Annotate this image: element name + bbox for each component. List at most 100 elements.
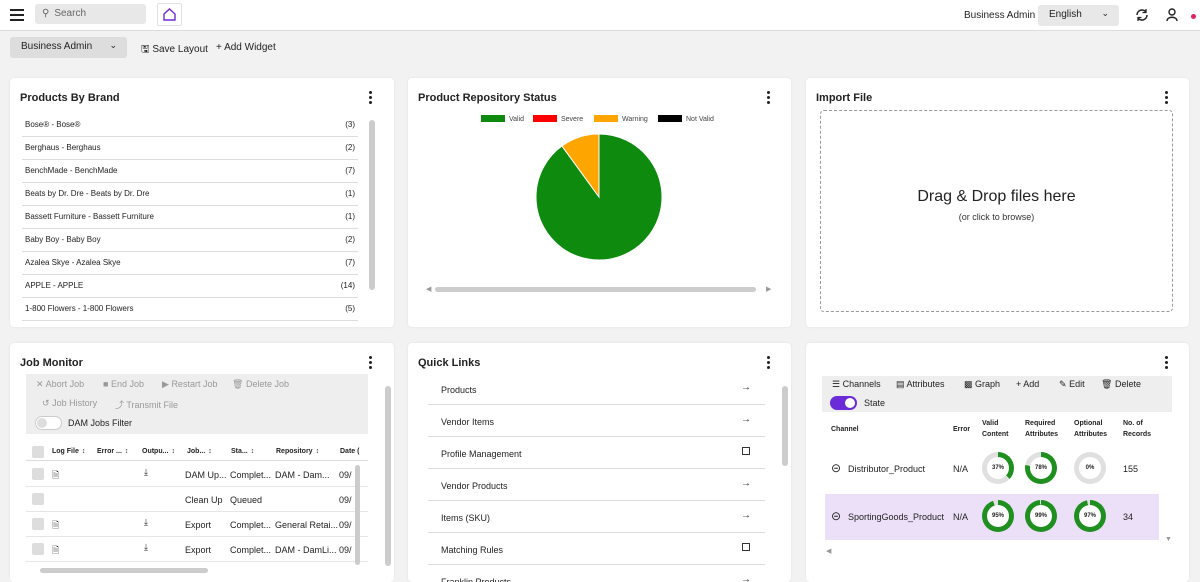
save-layout-button[interactable]: 🖫 Save Layout — [141, 42, 208, 59]
refresh-icon[interactable] — [1134, 7, 1150, 23]
arrow-right-icon[interactable]: → — [741, 382, 751, 393]
sort-icon[interactable]: ↕ — [315, 448, 320, 455]
channels-button[interactable]: ☰ Channels — [832, 379, 881, 390]
channel-row[interactable]: ⊝ Distributor_Product N/A 37% 78% 0% 155 — [825, 446, 1159, 492]
channel-status-icon[interactable]: ⊝ — [831, 509, 842, 523]
job-row[interactable]: 🗎 ⤓ Export Complet... General Retai... 09/ — [26, 512, 368, 537]
log-file-icon[interactable]: 🗎 — [52, 520, 60, 530]
select-all-checkbox[interactable] — [32, 446, 44, 458]
row-checkbox[interactable] — [32, 518, 44, 530]
quick-link-item[interactable]: Items (SKU) → — [428, 501, 765, 533]
brand-row[interactable]: Beats by Dr. Dre - Beats by Dr. Dre (1) — [22, 183, 358, 206]
job-col-header[interactable]: Sta... ↕ — [231, 448, 254, 455]
chart-scrollbar[interactable] — [435, 287, 756, 292]
col-optional-attributes[interactable]: Optional Attributes — [1074, 420, 1108, 438]
quick-link-item[interactable]: Vendor Items → — [428, 405, 765, 437]
more-options-icon[interactable] — [369, 91, 373, 104]
edit-button[interactable]: ✎ Edit — [1059, 379, 1085, 390]
col-error[interactable]: Error — [953, 426, 971, 433]
col-channel[interactable]: Channel — [831, 426, 859, 433]
job-col-header[interactable]: Date ( — [340, 448, 359, 455]
search-input[interactable]: ⚲ Search — [35, 4, 146, 24]
sort-icon[interactable]: ↕ — [81, 448, 86, 455]
output-icon[interactable]: ⤓ — [144, 467, 148, 477]
delete-button[interactable]: 🗑 Delete — [1101, 379, 1141, 390]
job-monitor-scrollbar[interactable] — [385, 386, 391, 566]
quick-link-item[interactable]: Products → — [428, 373, 765, 405]
brand-list-scrollbar[interactable] — [369, 120, 375, 290]
sort-icon[interactable]: ↕ — [124, 448, 129, 455]
sort-icon[interactable]: ↕ — [171, 448, 175, 455]
more-options-icon[interactable] — [767, 356, 771, 369]
quick-link-item[interactable]: Profile Management — [428, 437, 765, 469]
job-col-header[interactable]: Job... ↕ — [187, 448, 212, 455]
language-select[interactable]: English ⌄ — [1038, 5, 1119, 26]
channel-status-icon[interactable]: ⊝ — [831, 461, 842, 475]
job-grid-vscrollbar[interactable] — [355, 465, 360, 565]
quick-link-item[interactable]: Matching Rules — [428, 533, 765, 565]
row-checkbox[interactable] — [32, 468, 44, 480]
channel-row[interactable]: ⊝ SportingGoods_Product N/A 95% 99% 97% 34 — [825, 494, 1159, 540]
brand-row[interactable]: BenchMade - BenchMade (7) — [22, 160, 358, 183]
abort-job-button[interactable]: ✕ Abort Job — [36, 379, 84, 390]
restart-job-button[interactable]: ▶ Restart Job — [162, 379, 217, 390]
col-records[interactable]: No. of Records — [1123, 420, 1152, 438]
more-options-icon[interactable] — [369, 356, 373, 369]
attributes-button[interactable]: ▤ Attributes — [896, 379, 945, 390]
job-col-header[interactable]: Outpu... ↕ — [142, 448, 175, 455]
menu-icon[interactable] — [10, 9, 24, 21]
checkbox-icon[interactable] — [742, 447, 750, 455]
job-row[interactable]: 🗎 ⤓ Export Complet... DAM - DamLi... 09/ — [26, 537, 368, 562]
row-checkbox[interactable] — [32, 493, 44, 505]
job-row[interactable]: Clean Up Queued 09/ — [26, 487, 368, 512]
job-col-header[interactable]: Log File ↕ — [52, 448, 85, 455]
transmit-file-button[interactable]: ⤴ Transmit File — [115, 398, 178, 411]
log-file-icon[interactable]: 🗎 — [52, 545, 60, 555]
row-checkbox[interactable] — [32, 543, 44, 555]
scroll-left-icon[interactable]: ◀ — [426, 286, 432, 293]
checkbox-icon[interactable] — [742, 543, 750, 551]
brand-row[interactable]: 1-800 Flowers - 1-800 Flowers (5) — [22, 298, 358, 321]
job-row[interactable]: 🗎 ⤓ DAM Up... Complet... DAM - Dam... 09/ — [26, 462, 368, 487]
scroll-left-icon[interactable]: ◀ — [826, 548, 832, 555]
scroll-down-icon[interactable]: ▼ — [1165, 536, 1172, 543]
more-options-icon[interactable] — [767, 91, 771, 104]
job-grid-hscrollbar[interactable] — [40, 568, 208, 573]
arrow-right-icon[interactable]: → — [741, 574, 751, 582]
arrow-right-icon[interactable]: → — [741, 510, 751, 521]
brand-row[interactable]: Bose® - Bose® (3) — [22, 114, 358, 137]
job-col-header[interactable]: Error ... ↕ — [97, 448, 128, 455]
job-history-button[interactable]: ↺ Job History — [42, 398, 97, 409]
user-icon[interactable] — [1166, 8, 1178, 22]
col-required-attributes[interactable]: Required Attributes — [1025, 420, 1059, 438]
col-valid-content[interactable]: Valid Content — [982, 420, 1009, 438]
output-icon[interactable]: ⤓ — [144, 517, 148, 527]
delete-job-button[interactable]: 🗑 Delete Job — [232, 379, 289, 390]
pie-slice-warning[interactable] — [561, 133, 600, 199]
brand-row[interactable]: Berghaus - Berghaus (2) — [22, 137, 358, 160]
job-col-header[interactable]: Repository ↕ — [276, 448, 319, 455]
scroll-right-icon[interactable]: ▶ — [766, 286, 772, 293]
brand-row[interactable]: Azalea Skye - Azalea Skye (7) — [22, 252, 358, 275]
file-dropzone[interactable]: Drag & Drop files here (or click to brow… — [820, 110, 1173, 312]
more-options-icon[interactable] — [1165, 356, 1169, 369]
quick-links-scrollbar[interactable] — [782, 386, 788, 466]
more-options-icon[interactable] — [1165, 91, 1169, 104]
graph-button[interactable]: ▩ Graph — [964, 379, 1000, 390]
end-job-button[interactable]: ■ End Job — [103, 379, 144, 389]
sort-icon[interactable]: ↕ — [208, 448, 212, 455]
sort-icon[interactable]: ↕ — [250, 448, 255, 455]
dam-jobs-filter-toggle[interactable] — [35, 416, 62, 430]
log-file-icon[interactable]: 🗎 — [52, 470, 60, 480]
quick-link-item[interactable]: Franklin Products → — [428, 565, 765, 582]
add-button[interactable]: + Add — [1016, 379, 1039, 389]
role-select[interactable]: Business Admin ⌄ — [10, 37, 127, 58]
home-button[interactable] — [157, 3, 182, 26]
add-widget-button[interactable]: + Add Widget — [216, 42, 276, 53]
state-toggle[interactable] — [830, 396, 857, 410]
arrow-right-icon[interactable]: → — [741, 414, 751, 425]
output-icon[interactable]: ⤓ — [144, 542, 148, 552]
quick-link-item[interactable]: Vendor Products → — [428, 469, 765, 501]
brand-row[interactable]: APPLE - APPLE (14) — [22, 275, 358, 298]
arrow-right-icon[interactable]: → — [741, 478, 751, 489]
